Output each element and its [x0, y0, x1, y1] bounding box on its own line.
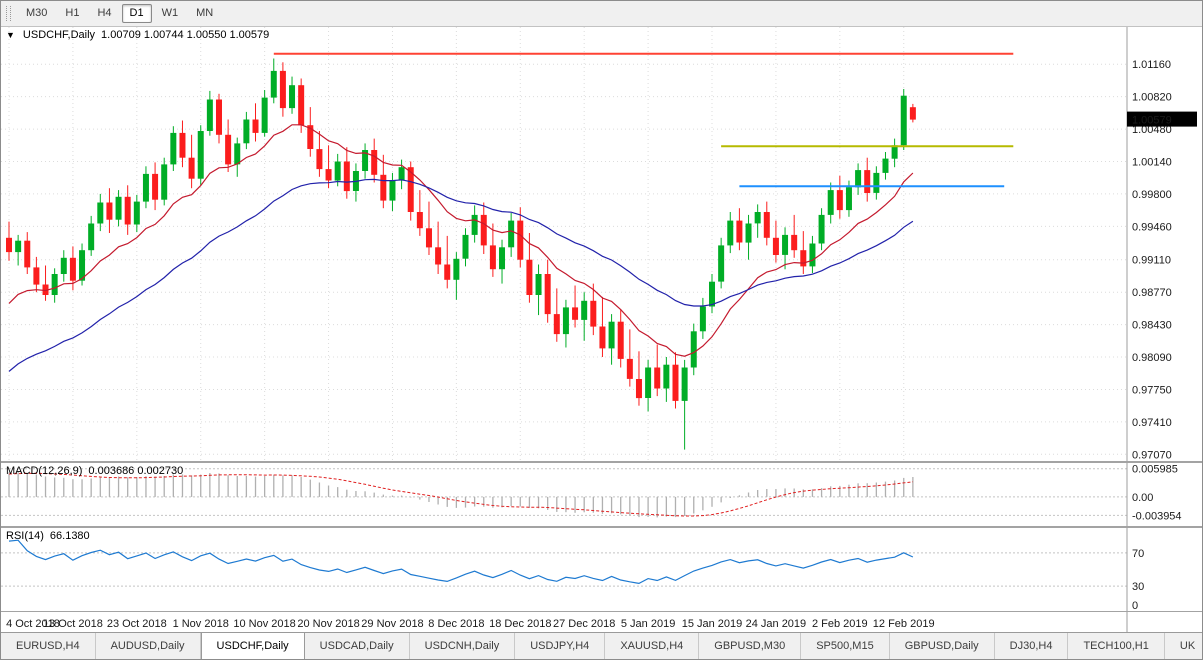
- chart-tab-uk[interactable]: UK: [1164, 633, 1202, 659]
- ma-slow-line: [8, 178, 914, 372]
- svg-text:0.98090: 0.98090: [1132, 352, 1172, 364]
- svg-text:23 Oct 2018: 23 Oct 2018: [107, 618, 167, 630]
- chart-tab-eurusd-h4[interactable]: EURUSD,H4: [1, 633, 96, 659]
- rsi-level-lines: 70 30 0: [1, 548, 1144, 611]
- svg-text:27 Dec 2018: 27 Dec 2018: [553, 618, 615, 630]
- price-chart-canvas[interactable]: 1.01160 1.00820 1.00480 1.00140 0.99800 0.994…: [1, 27, 1203, 461]
- timeframe-toolbar: M30 H1 H4 D1 W1 MN: [1, 1, 1202, 27]
- toolbar-grip[interactable]: [6, 6, 11, 21]
- svg-text:24 Jan 2019: 24 Jan 2019: [746, 618, 807, 630]
- svg-text:0.00: 0.00: [1132, 492, 1153, 504]
- svg-text:5 Jan 2019: 5 Jan 2019: [621, 618, 675, 630]
- macd-signal-line: [8, 472, 913, 517]
- macd-pane: 0.005985 0.00 -0.003954 MACD(12,26,9) 0.00…: [1, 463, 1202, 528]
- macd-level-lines: 0.005985 0.00 -0.003954: [1, 464, 1182, 522]
- svg-text:30: 30: [1132, 581, 1144, 593]
- svg-text:0.99800: 0.99800: [1132, 189, 1172, 201]
- chart-tab-gbpusd-m30[interactable]: GBPUSD,M30: [699, 633, 802, 659]
- svg-text:1.00140: 1.00140: [1132, 157, 1172, 169]
- svg-text:1.00820: 1.00820: [1132, 92, 1172, 104]
- svg-text:0.98770: 0.98770: [1132, 287, 1172, 299]
- chart-tab-usdjpy-h4[interactable]: USDJPY,H4: [515, 633, 606, 659]
- svg-text:1.00579: 1.00579: [1132, 115, 1172, 127]
- price-grid: [1, 27, 1127, 461]
- svg-text:-0.003954: -0.003954: [1132, 510, 1182, 522]
- timeframe-button-m30[interactable]: M30: [26, 7, 48, 19]
- chart-tab-xauusd-h4[interactable]: XAUUSD,H4: [605, 633, 700, 659]
- svg-text:4 Oct 2018: 4 Oct 2018: [6, 618, 60, 630]
- svg-text:0.005985: 0.005985: [1132, 464, 1178, 476]
- svg-text:13 Oct 2018: 13 Oct 2018: [43, 618, 103, 630]
- chart-tabbar: EURUSD,H4 AUDUSD,Daily USDCHF,Daily USDCAD,…: [1, 632, 1202, 659]
- svg-text:0.97750: 0.97750: [1132, 385, 1172, 397]
- svg-text:0.97410: 0.97410: [1132, 417, 1172, 429]
- svg-text:1 Nov 2018: 1 Nov 2018: [173, 618, 229, 630]
- price-pane: 1.01160 1.00820 1.00480 1.00140 0.99800 0.994…: [1, 27, 1202, 463]
- chart-tab-sp500-m15[interactable]: SP500,M15: [801, 633, 890, 659]
- timeframe-button-w1[interactable]: W1: [161, 7, 179, 19]
- date-axis: 4 Oct 2018 13 Oct 2018 23 Oct 2018 1 Nov 20…: [1, 612, 1202, 634]
- svg-text:0.99110: 0.99110: [1132, 255, 1171, 267]
- chart-tab-gbpusd-daily[interactable]: GBPUSD,Daily: [889, 633, 995, 659]
- svg-text:18 Dec 2018: 18 Dec 2018: [489, 618, 551, 630]
- svg-text:15 Jan 2019: 15 Jan 2019: [682, 618, 743, 630]
- svg-text:0: 0: [1132, 600, 1138, 611]
- timeframe-button-h1[interactable]: H1: [65, 7, 80, 19]
- one-click-trading-arrow[interactable]: ▼: [6, 30, 15, 40]
- macd-canvas[interactable]: 0.005985 0.00 -0.003954: [1, 463, 1203, 526]
- svg-text:0.97070: 0.97070: [1132, 449, 1172, 461]
- chart-tab-usdcnh-daily[interactable]: USDCNH,Daily: [409, 633, 516, 659]
- timeframe-button-d1[interactable]: D1: [121, 4, 152, 23]
- chart-tab-usdchf-daily[interactable]: USDCHF,Daily: [200, 633, 305, 659]
- chart-tab-audusd-daily[interactable]: AUDUSD,Daily: [95, 633, 201, 659]
- svg-text:12 Feb 2019: 12 Feb 2019: [873, 618, 935, 630]
- current-price-tag: 1.00579: [1127, 111, 1197, 127]
- svg-text:10 Nov 2018: 10 Nov 2018: [233, 618, 295, 630]
- chart-tab-dj30-h4[interactable]: DJ30,H4: [994, 633, 1069, 659]
- chart-tab-usdcad-daily[interactable]: USDCAD,Daily: [304, 633, 410, 659]
- svg-text:29 Nov 2018: 29 Nov 2018: [361, 618, 423, 630]
- svg-text:20 Nov 2018: 20 Nov 2018: [297, 618, 359, 630]
- chart-tab-tech100-h1[interactable]: TECH100,H1: [1068, 633, 1165, 659]
- macd-histogram: [8, 471, 914, 518]
- timeframe-button-mn[interactable]: MN: [196, 7, 214, 19]
- svg-text:0.99460: 0.99460: [1132, 221, 1172, 233]
- rsi-pane: 70 30 0 RSI(14) 66.1380: [1, 528, 1202, 612]
- svg-text:8 Dec 2018: 8 Dec 2018: [428, 618, 484, 630]
- rsi-line: [8, 539, 914, 585]
- candles-layer[interactable]: [6, 58, 916, 450]
- price-axis-labels: 1.01160 1.00820 1.00480 1.00140 0.99800 0.994…: [1132, 59, 1172, 461]
- svg-text:0.98430: 0.98430: [1132, 320, 1172, 332]
- svg-text:1.00480: 1.00480: [1132, 124, 1172, 136]
- svg-text:2 Feb 2019: 2 Feb 2019: [812, 618, 868, 630]
- svg-text:1.01160: 1.01160: [1132, 59, 1171, 71]
- rsi-canvas[interactable]: 70 30 0: [1, 528, 1203, 611]
- timeframe-button-h4[interactable]: H4: [97, 7, 112, 19]
- svg-text:70: 70: [1132, 548, 1144, 560]
- ma-fast-line: [8, 124, 914, 357]
